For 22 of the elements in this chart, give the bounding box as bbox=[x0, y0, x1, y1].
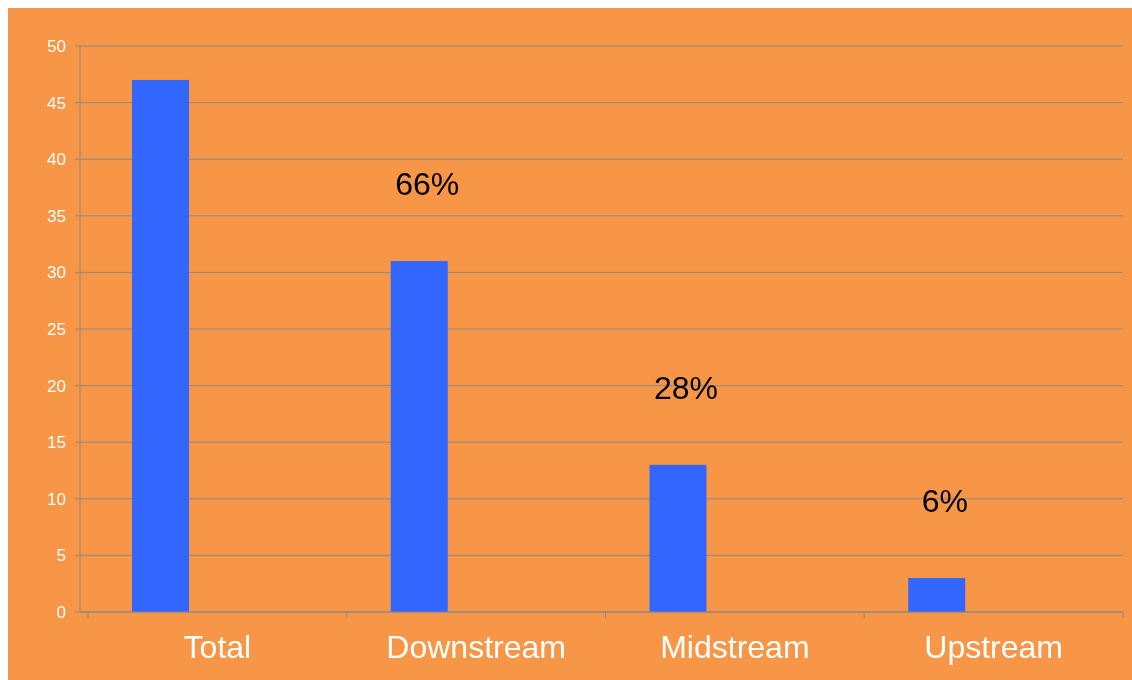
bar bbox=[649, 464, 707, 612]
y-tick-label: 35 bbox=[47, 206, 66, 226]
y-tick-label: 10 bbox=[47, 489, 66, 509]
y-tick-label: 40 bbox=[47, 150, 66, 170]
x-tick-label: Total bbox=[183, 629, 252, 665]
bar bbox=[908, 578, 966, 612]
x-tick-label: Upstream bbox=[924, 629, 1063, 665]
y-tick-label: 50 bbox=[47, 36, 66, 56]
y-tick-label: 20 bbox=[47, 376, 66, 396]
bar bbox=[390, 261, 448, 612]
y-tick-label: 5 bbox=[56, 546, 66, 566]
x-tick-label: Downstream bbox=[386, 629, 566, 665]
y-tick-label: 0 bbox=[56, 602, 66, 622]
y-tick-label: 15 bbox=[47, 433, 66, 453]
annotation: 28% bbox=[653, 370, 719, 407]
y-tick-label: 30 bbox=[47, 263, 66, 283]
annotation: 66% bbox=[395, 166, 460, 203]
y-tick-label: 25 bbox=[47, 319, 66, 339]
annotation: 6% bbox=[921, 483, 968, 520]
x-tick-label: Midstream bbox=[660, 629, 810, 665]
y-tick-label: 45 bbox=[47, 93, 66, 113]
bar bbox=[132, 79, 189, 612]
